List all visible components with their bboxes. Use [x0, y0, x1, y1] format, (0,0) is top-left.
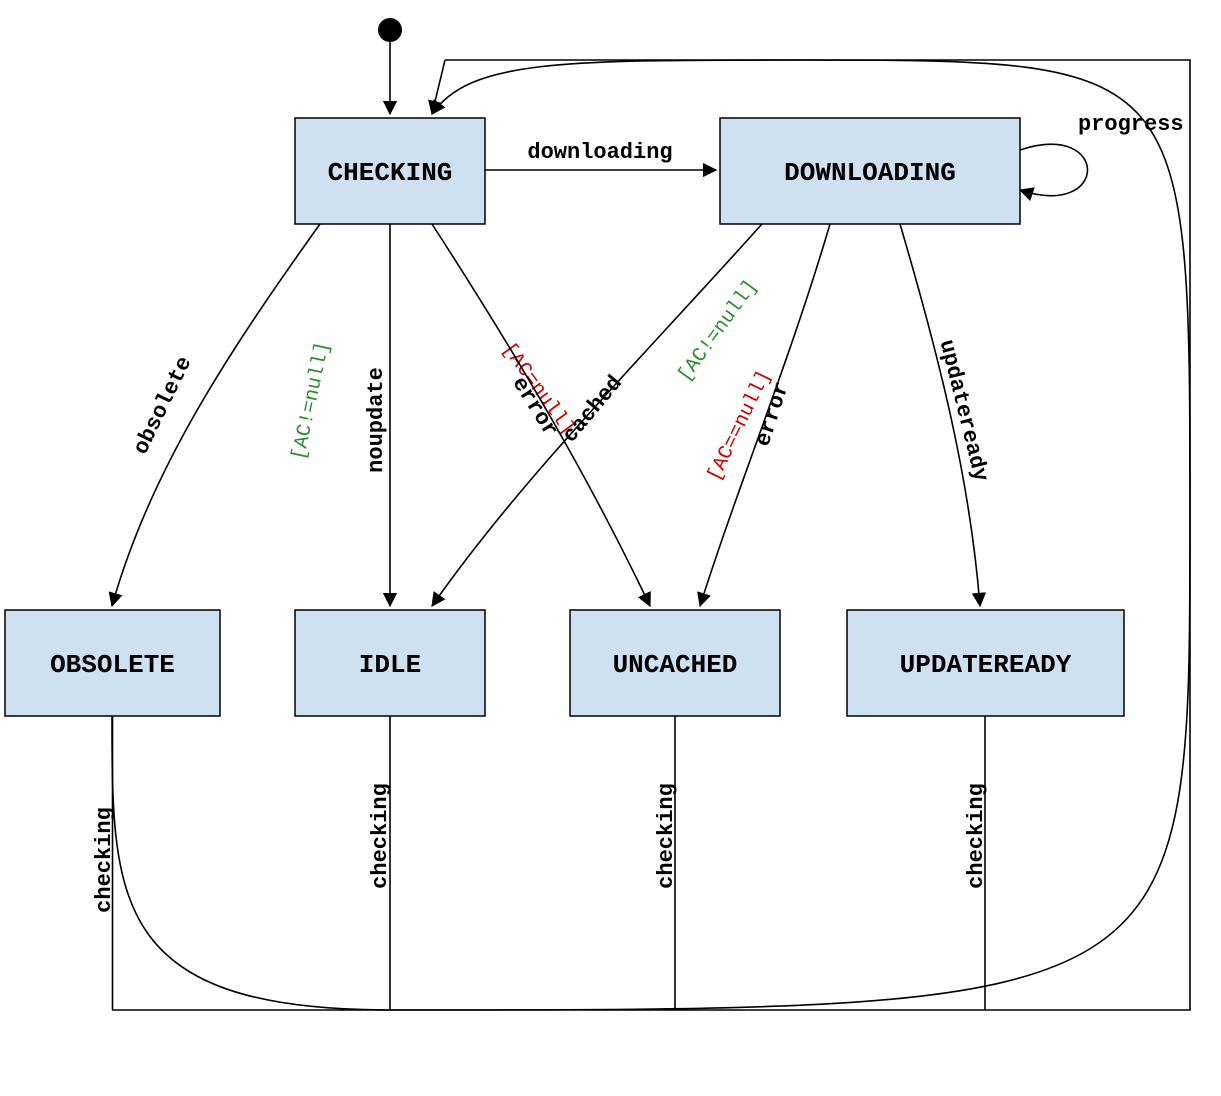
edge-label-downloading-to-updateready: updateready	[934, 337, 993, 484]
edge-return-bus	[112, 60, 1190, 1010]
edges: obsoletenoupdate[AC!=null][AC=null]downl…	[92, 18, 1190, 1010]
edge-label-checking-to-obsolete: obsolete	[129, 353, 198, 459]
state-label-updateready: UPDATEREADY	[900, 650, 1072, 680]
edge-downloading-self-progress	[1020, 144, 1088, 195]
initial-state-dot	[378, 18, 402, 42]
state-label-obsolete: OBSOLETE	[50, 650, 175, 680]
edge-label-downloading-self-progress: progress	[1078, 112, 1184, 137]
state-diagram: obsoletenoupdate[AC!=null][AC=null]downl…	[0, 0, 1221, 1096]
edge-label-uncached-to-checking: checking	[654, 783, 679, 889]
state-label-idle: IDLE	[359, 650, 421, 680]
edge-label-idle-to-checking: checking	[368, 783, 393, 889]
edge-label-checking-to-idle: noupdate	[364, 367, 389, 473]
edge-label-updateready-to-checking: checking	[964, 783, 989, 889]
edge-guard-true-downloading-to-uncached: [AC!=null]	[674, 276, 763, 387]
edge-label-obsolete-to-checking: checking	[92, 807, 117, 913]
edge-guard-true-checking-to-idle: [AC!=null]	[288, 340, 335, 462]
state-label-downloading: DOWNLOADING	[784, 158, 956, 188]
edge-label-checking-to-downloading: downloading	[527, 140, 672, 165]
edge-obsolete-to-checking	[112, 60, 1190, 1010]
state-label-uncached: UNCACHED	[613, 650, 738, 680]
edge-label-downloading-to-idle: cached	[558, 371, 628, 448]
edge-checking-to-obsolete	[112, 224, 320, 606]
state-label-checking: CHECKING	[328, 158, 453, 188]
